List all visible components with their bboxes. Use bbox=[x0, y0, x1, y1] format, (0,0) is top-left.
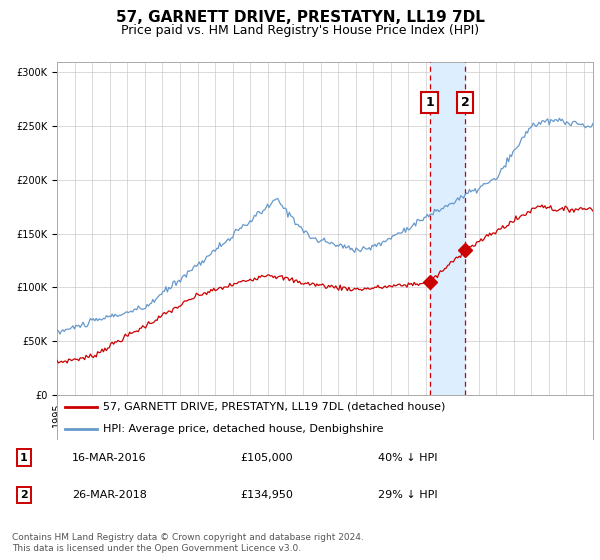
Text: £105,000: £105,000 bbox=[240, 452, 293, 463]
Text: £134,950: £134,950 bbox=[240, 490, 293, 500]
Text: 29% ↓ HPI: 29% ↓ HPI bbox=[378, 490, 437, 500]
Text: 1: 1 bbox=[425, 96, 434, 109]
Text: 16-MAR-2016: 16-MAR-2016 bbox=[72, 452, 146, 463]
Text: 40% ↓ HPI: 40% ↓ HPI bbox=[378, 452, 437, 463]
Bar bbox=[430, 62, 465, 395]
Text: 57, GARNETT DRIVE, PRESTATYN, LL19 7DL (detached house): 57, GARNETT DRIVE, PRESTATYN, LL19 7DL (… bbox=[103, 402, 445, 412]
Text: 26-MAR-2018: 26-MAR-2018 bbox=[72, 490, 147, 500]
Text: 1: 1 bbox=[20, 452, 28, 463]
Text: 2: 2 bbox=[20, 490, 28, 500]
Text: 2: 2 bbox=[461, 96, 469, 109]
Text: Price paid vs. HM Land Registry's House Price Index (HPI): Price paid vs. HM Land Registry's House … bbox=[121, 24, 479, 36]
Text: HPI: Average price, detached house, Denbighshire: HPI: Average price, detached house, Denb… bbox=[103, 424, 383, 435]
Text: Contains HM Land Registry data © Crown copyright and database right 2024.
This d: Contains HM Land Registry data © Crown c… bbox=[12, 533, 364, 553]
Text: 57, GARNETT DRIVE, PRESTATYN, LL19 7DL: 57, GARNETT DRIVE, PRESTATYN, LL19 7DL bbox=[116, 10, 484, 25]
